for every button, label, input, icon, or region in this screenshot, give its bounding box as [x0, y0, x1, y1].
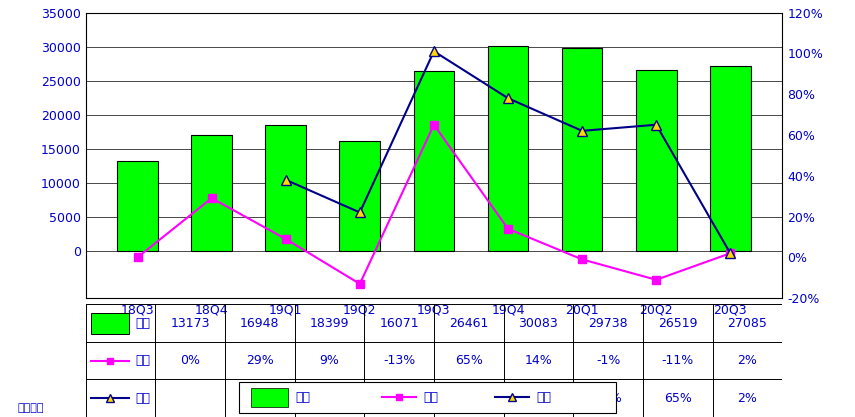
Text: 29738: 29738 [588, 317, 628, 330]
Text: 14%: 14% [525, 354, 552, 367]
Bar [192, 135, 232, 251]
Text: （万元）: （万元） [17, 403, 44, 413]
Text: 同比: 同比 [136, 392, 150, 405]
Text: 成本: 成本 [136, 317, 150, 330]
Bar [265, 126, 306, 251]
Bar [251, 388, 288, 407]
Text: 62%: 62% [594, 392, 622, 405]
Text: 0%: 0% [180, 354, 200, 367]
Text: 26519: 26519 [658, 317, 698, 330]
Bar [91, 313, 129, 334]
Text: 26461: 26461 [449, 317, 488, 330]
Text: 29%: 29% [246, 354, 274, 367]
Text: 27085: 27085 [728, 317, 768, 330]
Text: 78%: 78% [524, 392, 552, 405]
Text: 18399: 18399 [310, 317, 349, 330]
Bar [339, 141, 380, 251]
Bar [117, 161, 158, 251]
Bar [487, 46, 528, 251]
Text: 同比: 同比 [537, 391, 551, 404]
Text: 环比: 环比 [424, 391, 439, 404]
Text: 16071: 16071 [380, 317, 419, 330]
Text: -13%: -13% [383, 354, 416, 367]
Text: -11%: -11% [662, 354, 694, 367]
Text: 38%: 38% [315, 392, 344, 405]
Text: 13173: 13173 [170, 317, 209, 330]
Text: 30083: 30083 [519, 317, 558, 330]
Text: 2%: 2% [738, 354, 758, 367]
Text: 环比: 环比 [136, 354, 150, 367]
Text: 101%: 101% [451, 392, 486, 405]
Text: 16948: 16948 [240, 317, 280, 330]
Text: 成本: 成本 [296, 391, 311, 404]
Bar [710, 66, 751, 251]
Text: 2%: 2% [738, 392, 758, 405]
Bar [636, 70, 676, 251]
Text: 65%: 65% [663, 392, 692, 405]
Text: -1%: -1% [596, 354, 621, 367]
Text: 22%: 22% [386, 392, 413, 405]
Bar [562, 48, 603, 251]
Bar [414, 70, 454, 251]
Text: 65%: 65% [455, 354, 483, 367]
Text: 9%: 9% [320, 354, 339, 367]
